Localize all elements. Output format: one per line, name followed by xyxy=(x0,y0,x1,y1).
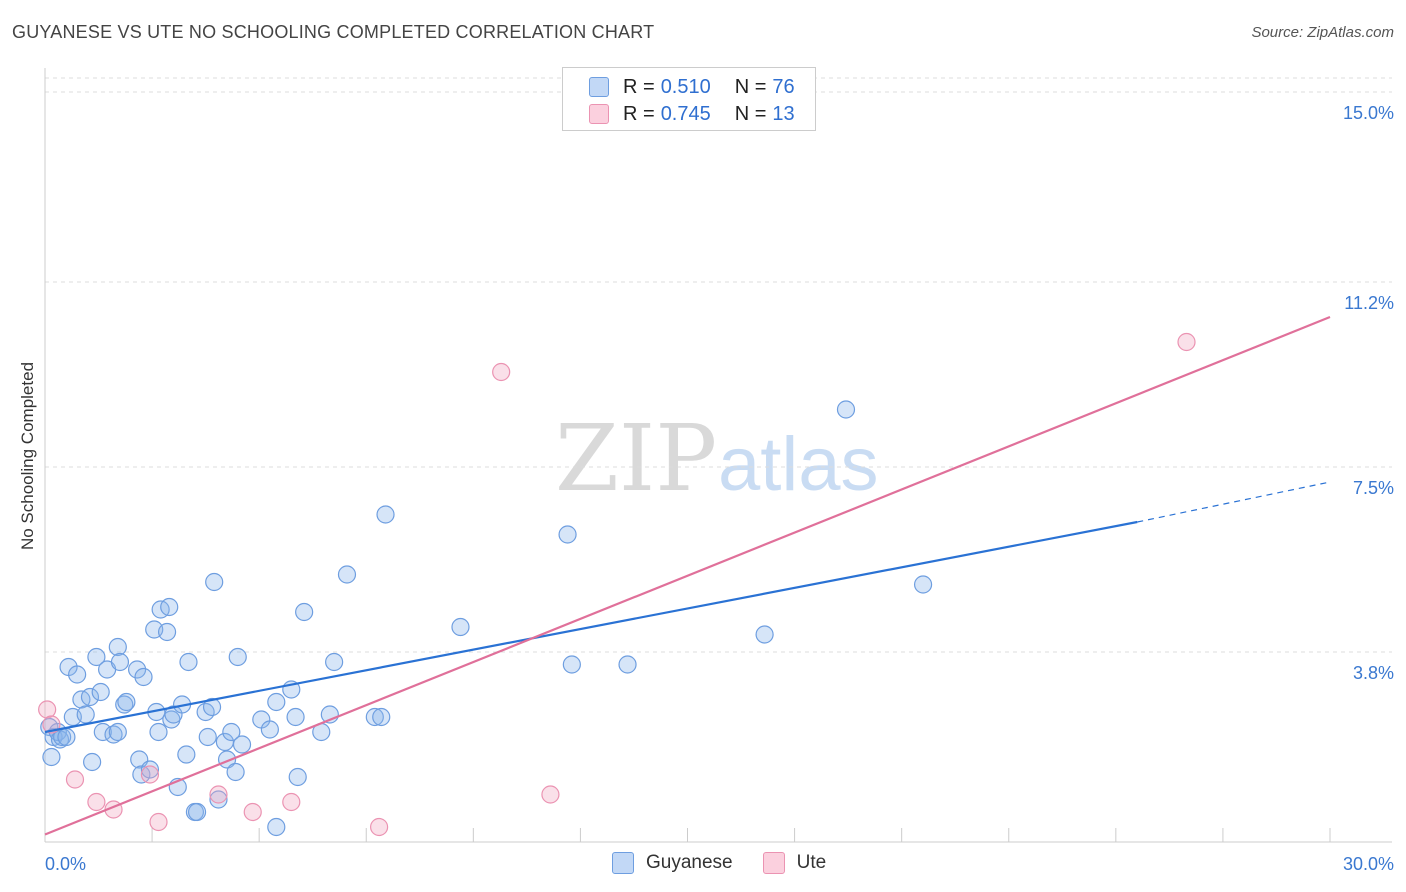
y-tick-label: 15.0% xyxy=(1343,103,1394,123)
guyanese-point xyxy=(91,682,110,702)
guyanese-point xyxy=(68,665,87,684)
guyanese-point xyxy=(913,575,933,594)
legend-row-guyanese: R = 0.510 N = 76 xyxy=(589,74,795,100)
guyanese-point xyxy=(80,687,100,707)
guyanese-point xyxy=(177,745,196,764)
guyanese-point xyxy=(202,697,222,717)
legend-n-label: N = xyxy=(734,75,767,98)
guyanese-point xyxy=(187,802,207,822)
guyanese-point xyxy=(222,722,241,742)
x-tick-label: 0.0% xyxy=(45,854,86,874)
guyanese-point xyxy=(134,667,153,687)
guyanese-point xyxy=(337,565,357,584)
guyanese-point xyxy=(140,760,160,779)
legend-label-guyanese: Guyanese xyxy=(646,852,733,873)
guyanese-point xyxy=(836,400,856,419)
x-tick-label: 30.0% xyxy=(1343,854,1394,874)
guyanese-point xyxy=(226,762,245,782)
ute-swatch xyxy=(589,104,609,124)
legend-r-label: R = xyxy=(623,102,655,125)
source-label: Source: ZipAtlas.com xyxy=(1251,24,1394,41)
guyanese-point xyxy=(117,692,136,712)
ute-point xyxy=(42,715,61,734)
guyanese-point xyxy=(198,727,217,747)
chart-title: GUYANESE VS UTE NO SCHOOLING COMPLETED C… xyxy=(12,22,655,42)
legend-n-value: 76 xyxy=(772,75,795,98)
legend-r-label: R = xyxy=(623,75,655,98)
legend-r-value: 0.510 xyxy=(660,75,711,98)
legend-r-value: 0.745 xyxy=(660,102,711,125)
watermark-zip: ZIP xyxy=(555,405,717,512)
ute-point xyxy=(65,770,85,789)
guyanese-point xyxy=(87,647,106,667)
guyanese-point xyxy=(295,602,314,622)
guyanese-point xyxy=(267,692,286,712)
guyanese-swatch xyxy=(589,77,609,97)
guyanese-point xyxy=(618,655,637,674)
guyanese-point xyxy=(451,617,470,637)
ute-trendline xyxy=(44,315,1331,836)
guyanese-point xyxy=(755,625,774,644)
guyanese-point xyxy=(209,790,228,809)
guyanese-point xyxy=(108,722,127,742)
guyanese-point xyxy=(267,817,286,837)
guyanese-point xyxy=(57,727,76,747)
guyanese-point xyxy=(108,637,127,657)
legend-n-label: N = xyxy=(734,102,767,125)
guyanese-point xyxy=(127,660,147,679)
y-tick-label: 3.8% xyxy=(1353,663,1394,683)
guyanese-point xyxy=(93,722,112,742)
guyanese-point xyxy=(205,572,224,592)
ute-point xyxy=(209,785,228,804)
ute-point xyxy=(541,785,560,804)
y-tick-label: 7.5% xyxy=(1353,478,1394,498)
ute-point xyxy=(149,812,168,832)
guyanese-point xyxy=(260,720,279,739)
guyanese-point xyxy=(288,767,307,787)
ute-point xyxy=(140,765,160,784)
guyanese-point xyxy=(179,652,198,672)
guyanese-point xyxy=(562,655,581,674)
ute-point xyxy=(492,362,511,382)
guyanese-point xyxy=(115,695,134,714)
guyanese-point xyxy=(160,597,179,617)
guyanese-trendline xyxy=(44,520,1138,734)
ute-point xyxy=(38,700,57,719)
ute-point xyxy=(282,792,301,812)
guyanese-point xyxy=(365,707,384,727)
series-legend: Guyanese Ute xyxy=(612,852,856,874)
ute-point xyxy=(370,817,389,837)
guyanese-point xyxy=(110,652,130,672)
guyanese-point xyxy=(228,647,247,667)
guyanese-point xyxy=(149,722,168,742)
legend-item-guyanese: Guyanese xyxy=(612,852,733,874)
guyanese-trendline-extension xyxy=(1137,481,1331,523)
guyanese-point xyxy=(157,622,177,642)
legend-item-ute: Ute xyxy=(762,852,827,874)
legend-label-ute: Ute xyxy=(796,852,827,873)
legend-row-ute: R = 0.745 N = 13 xyxy=(589,101,795,127)
guyanese-point xyxy=(372,707,391,727)
guyanese-point xyxy=(76,705,95,724)
guyanese-point xyxy=(42,747,61,767)
ute-legend-swatch xyxy=(762,852,785,874)
correlation-legend: R = 0.510 N = 76 R = 0.745 N = 13 xyxy=(562,67,816,131)
ute-point xyxy=(1177,332,1196,352)
y-tick-label: 11.2% xyxy=(1344,293,1394,313)
guyanese-point xyxy=(83,752,102,772)
watermark-atlas: atlas xyxy=(718,422,879,507)
guyanese-legend-swatch xyxy=(612,852,634,874)
guyanese-point xyxy=(325,652,344,672)
guyanese-point xyxy=(376,505,395,524)
ute-point xyxy=(87,792,106,812)
ute-point xyxy=(243,802,262,822)
guyanese-point xyxy=(558,525,577,544)
guyanese-point xyxy=(232,735,252,754)
guyanese-point xyxy=(286,707,305,727)
legend-n-value: 13 xyxy=(772,102,795,125)
